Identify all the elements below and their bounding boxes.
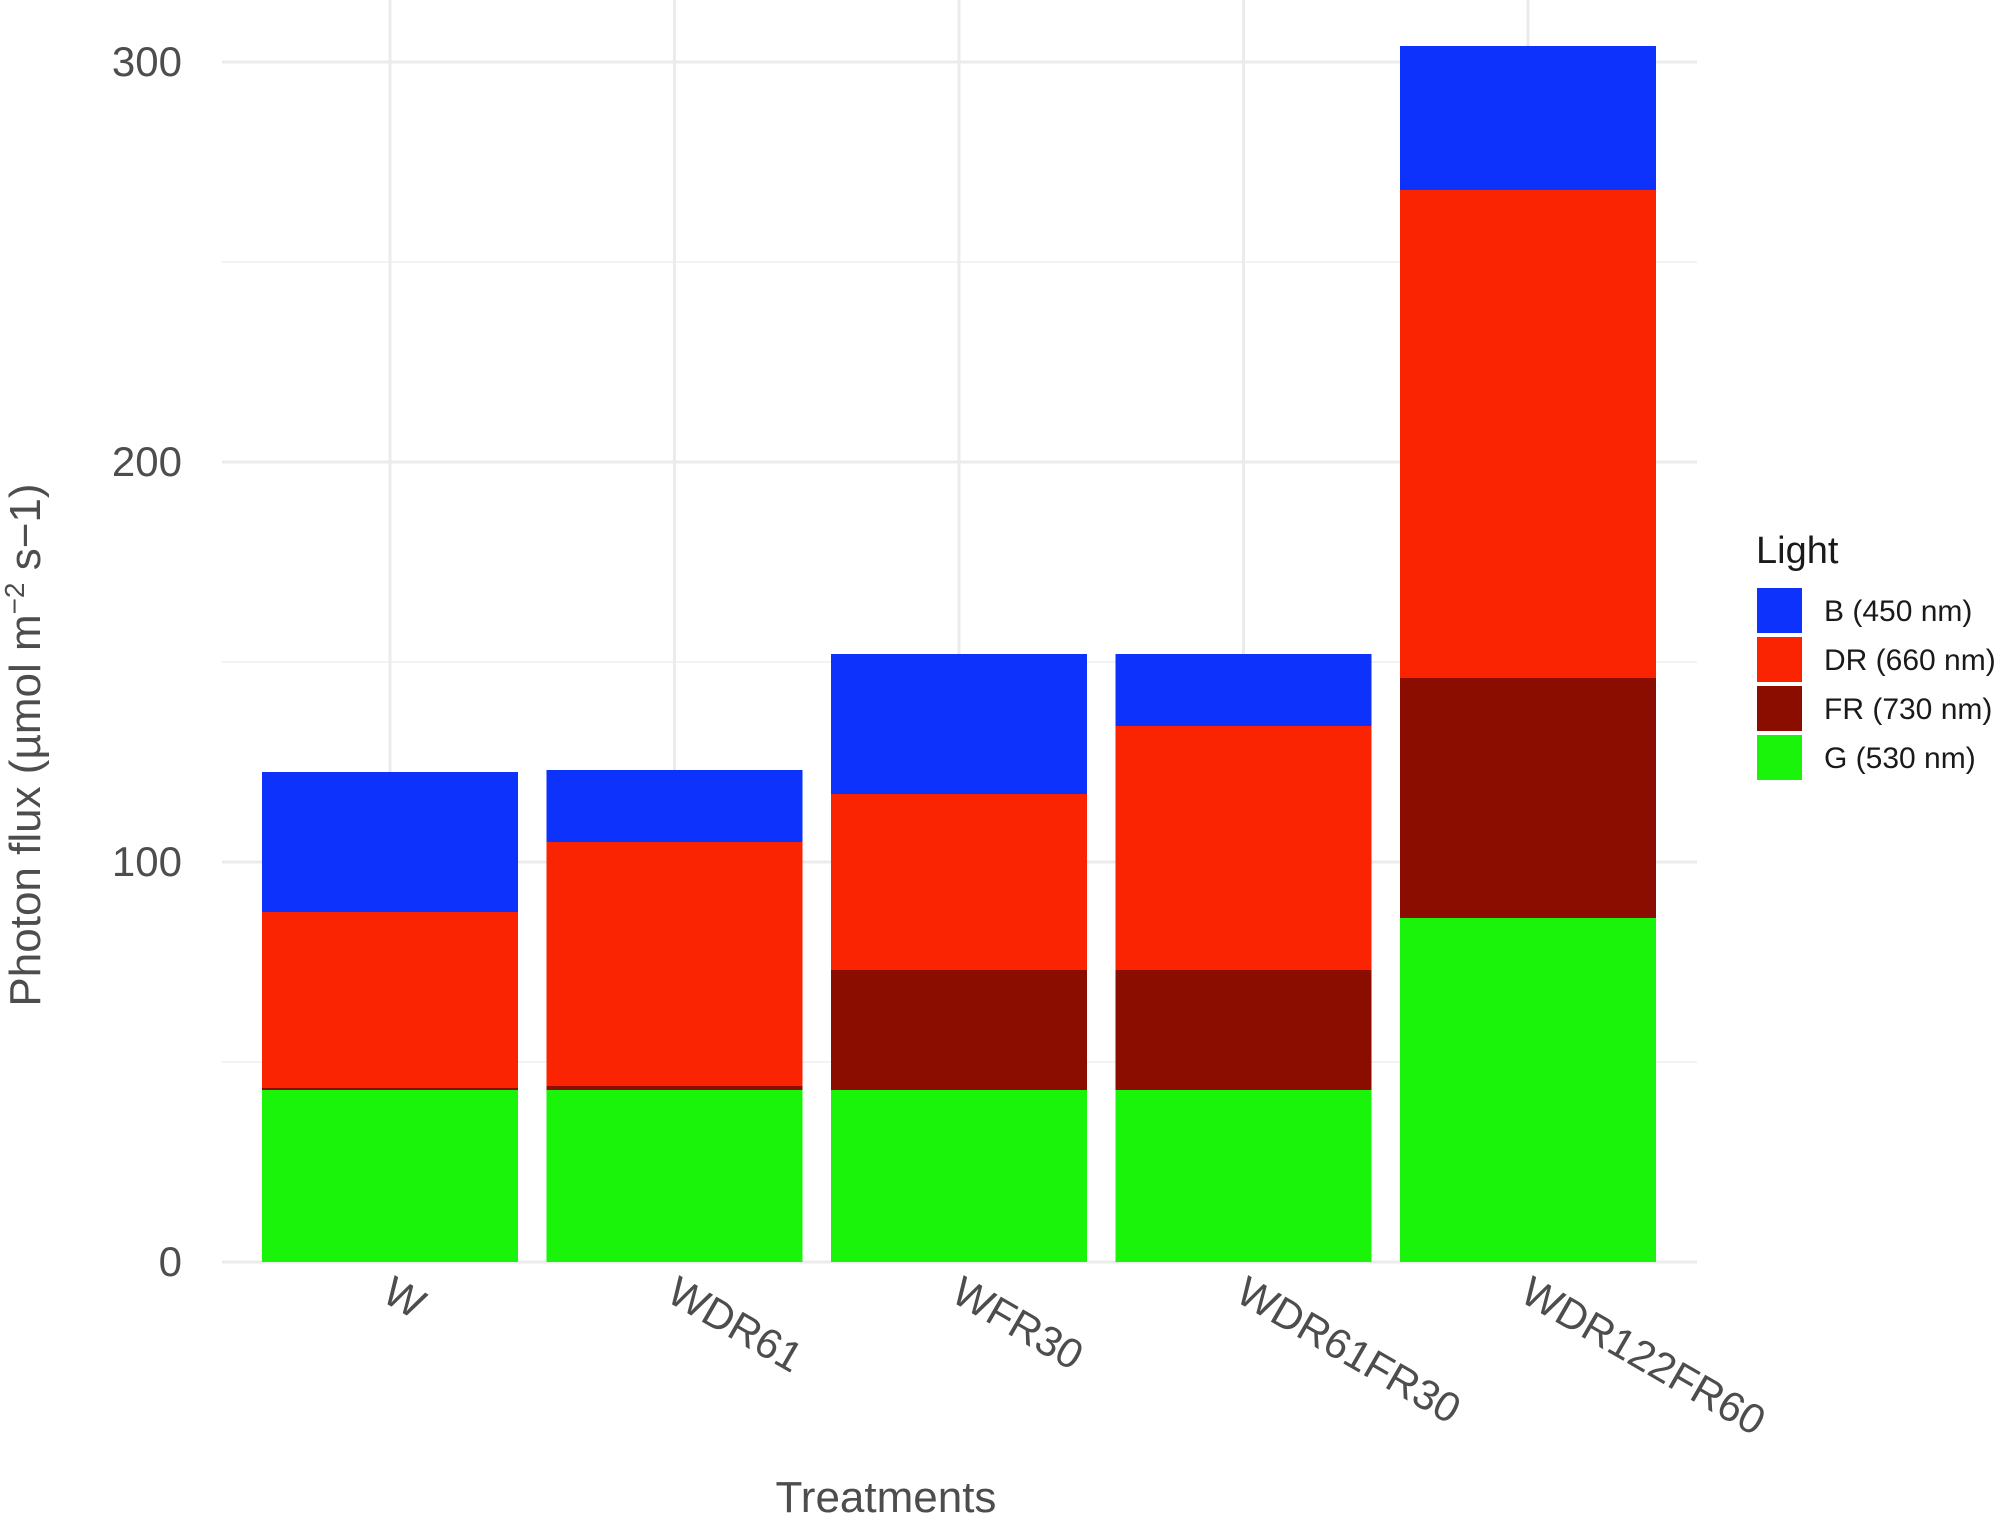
legend-title: Light [1756,530,1839,572]
legend-label-1: DR (660 nm) [1824,644,1996,677]
y-axis-title: Photon flux (µmol m−2 s−1) [0,483,50,1006]
bar-segment-WDR61FR30-3 [1115,654,1372,726]
legend-swatch-1 [1757,637,1802,682]
bar-segment-WDR61FR30-2 [1115,726,1372,970]
bar-segment-WDR61-3 [546,770,803,842]
bar-segment-WDR122FR60-3 [1400,46,1656,190]
legend-label-0: B (450 nm) [1824,595,1972,628]
bar-segment-WFR30-1 [831,970,1087,1090]
x-axis-title: Treatments [776,1473,997,1522]
legend: Light B (450 nm) DR (660 nm) FR (730 nm) G … [1756,530,1996,780]
bars [262,46,1656,1262]
y-axis-title-main: Photon flux (µmol m [1,614,50,1006]
bar-segment-W-2 [262,912,518,1088]
legend-swatch-0 [1757,588,1802,633]
bar-segment-WDR122FR60-1 [1400,678,1656,918]
bar-segment-WFR30-2 [831,794,1087,970]
x-axis-ticks: W WDR61 WFR30 WDR61FR30 WDR122FR60 [376,1267,1774,1444]
y-tick-label-300: 300 [112,38,182,85]
x-tick-label-WDR61: WDR61 [660,1267,811,1381]
bar-segment-WFR30-0 [831,1090,1087,1262]
legend-swatch-3 [1757,735,1802,780]
bar-segment-W-1 [262,1088,518,1090]
bar-segment-W-0 [262,1090,518,1262]
x-tick-label-W: W [376,1267,434,1328]
y-axis-ticks: 0 100 200 300 [112,38,182,1285]
y-tick-label-100: 100 [112,838,182,885]
y-axis-title-suffix: s−1) [1,483,50,582]
bar-segment-WDR122FR60-2 [1400,190,1656,678]
bar-segment-WFR30-3 [831,654,1087,794]
legend-label-2: FR (730 nm) [1824,693,1992,726]
bar-segment-WDR61FR30-0 [1115,1090,1372,1262]
x-tick-label-WFR30: WFR30 [945,1267,1092,1379]
bar-segment-W-3 [262,772,518,912]
y-tick-label-0: 0 [159,1238,182,1285]
legend-swatch-2 [1757,686,1802,731]
bar-segment-WDR122FR60-0 [1400,918,1656,1262]
x-tick-label-WDR61FR30: WDR61FR30 [1229,1267,1469,1433]
y-tick-label-200: 200 [112,438,182,485]
bar-segment-WDR61FR30-1 [1115,970,1372,1090]
bar-segment-WDR61-1 [546,1086,803,1090]
bar-segment-WDR61-0 [546,1090,803,1262]
x-tick-label-WDR122FR60: WDR122FR60 [1514,1267,1774,1444]
y-axis-title-superscript: −2 [0,582,30,614]
bar-segment-WDR61-2 [546,842,803,1086]
legend-label-3: G (530 nm) [1824,742,1976,775]
